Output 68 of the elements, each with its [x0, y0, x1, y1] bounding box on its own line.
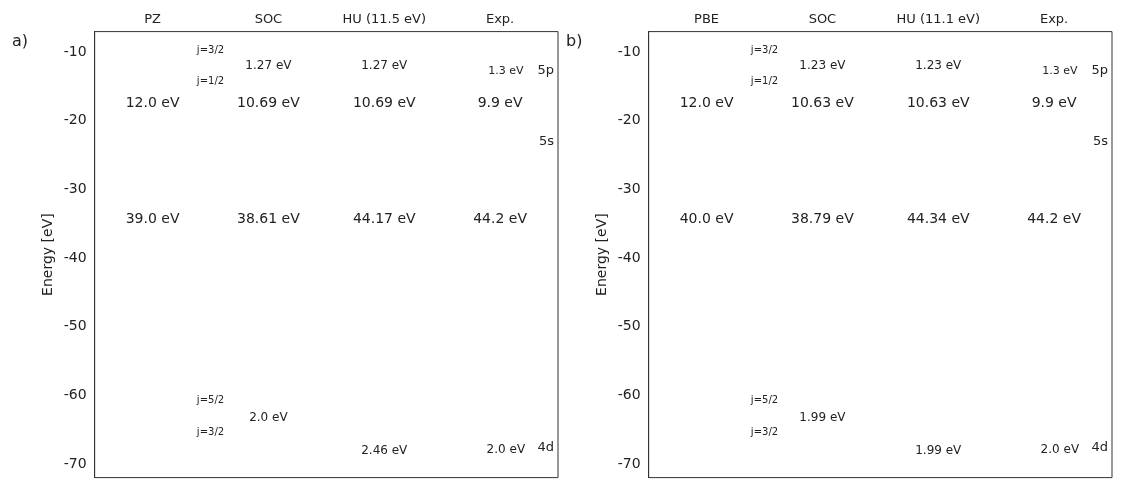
y-tick-label: -40	[63, 248, 87, 265]
annotation: 5s	[538, 132, 555, 148]
annotation: 40.0 eV	[679, 209, 734, 226]
annotation: 1.27 eV	[245, 57, 293, 72]
y-axis-title: Energy [eV]	[593, 213, 610, 296]
annotation: 38.79 eV	[791, 209, 855, 226]
y-axis-title: Energy [eV]	[39, 213, 56, 296]
annotation: 38.61 eV	[237, 209, 301, 226]
y-tick-label: -20	[617, 111, 641, 128]
annotation: 2.0 eV	[486, 442, 526, 457]
annotation: 2.0 eV	[249, 409, 289, 424]
annotation: j=1/2	[195, 75, 225, 87]
y-tick-label: -70	[617, 454, 641, 471]
annotation: 10.69 eV	[352, 93, 417, 110]
y-tick-label: -70	[63, 454, 87, 471]
annotation: j=3/2	[749, 425, 779, 437]
annotation: 4d	[537, 438, 554, 454]
y-tick-label: -40	[617, 248, 641, 265]
annotation: 12.0 eV	[125, 93, 180, 110]
x-tick-label: PZ	[144, 11, 162, 27]
annotation: 5s	[1092, 132, 1109, 148]
annotation: 44.17 eV	[352, 209, 417, 226]
annotation: 1.99 eV	[915, 442, 963, 457]
chart-title: a)	[12, 30, 29, 50]
x-tick-label: Exp.	[485, 11, 515, 27]
x-tick-label: SOC	[254, 11, 283, 27]
y-tick-label: -60	[63, 385, 87, 402]
y-tick-label: -10	[617, 42, 641, 59]
annotation: 2.46 eV	[361, 442, 409, 457]
annotation: 1.23 eV	[799, 57, 847, 72]
y-tick-label: -10	[63, 42, 87, 59]
annotation: 44.2 eV	[473, 209, 528, 226]
y-tick-label: -60	[617, 385, 641, 402]
annotation: 10.63 eV	[906, 93, 971, 110]
annotation: 4d	[1091, 438, 1108, 454]
annotation: j=3/2	[749, 43, 779, 55]
annotation: j=3/2	[195, 43, 225, 55]
annotation: 2.0 eV	[1040, 442, 1080, 457]
annotation: j=5/2	[195, 394, 225, 406]
annotation: 44.34 eV	[906, 209, 971, 226]
annotation: 44.2 eV	[1027, 209, 1082, 226]
x-tick-label: PBE	[694, 11, 720, 27]
x-tick-label: HU (11.1 eV)	[896, 11, 981, 27]
annotation: 39.0 eV	[125, 209, 180, 226]
y-tick-label: -30	[63, 180, 87, 197]
annotation: 5p	[1091, 62, 1108, 78]
annotation: 1.99 eV	[799, 409, 847, 424]
annotation: 10.63 eV	[791, 93, 855, 110]
x-tick-label: HU (11.5 eV)	[342, 11, 427, 27]
y-tick-label: -20	[63, 111, 87, 128]
annotation: 1.3 eV	[1042, 63, 1078, 77]
x-tick-label: SOC	[808, 11, 837, 27]
y-tick-label: -50	[63, 317, 87, 334]
annotation: 10.69 eV	[237, 93, 301, 110]
x-tick-label: Exp.	[1039, 11, 1069, 27]
annotation: j=3/2	[195, 425, 225, 437]
annotation: 1.3 eV	[488, 63, 524, 77]
annotation: j=1/2	[749, 75, 779, 87]
chart-title: b)	[566, 30, 583, 50]
annotation: 1.27 eV	[361, 57, 409, 72]
annotation: 5p	[537, 62, 554, 78]
y-tick-label: -50	[617, 317, 641, 334]
annotation: 9.9 eV	[477, 93, 523, 110]
y-tick-label: -30	[617, 180, 641, 197]
annotation: 9.9 eV	[1031, 93, 1077, 110]
annotation: 1.23 eV	[915, 57, 963, 72]
annotation: j=5/2	[749, 394, 779, 406]
annotation: 12.0 eV	[679, 93, 734, 110]
